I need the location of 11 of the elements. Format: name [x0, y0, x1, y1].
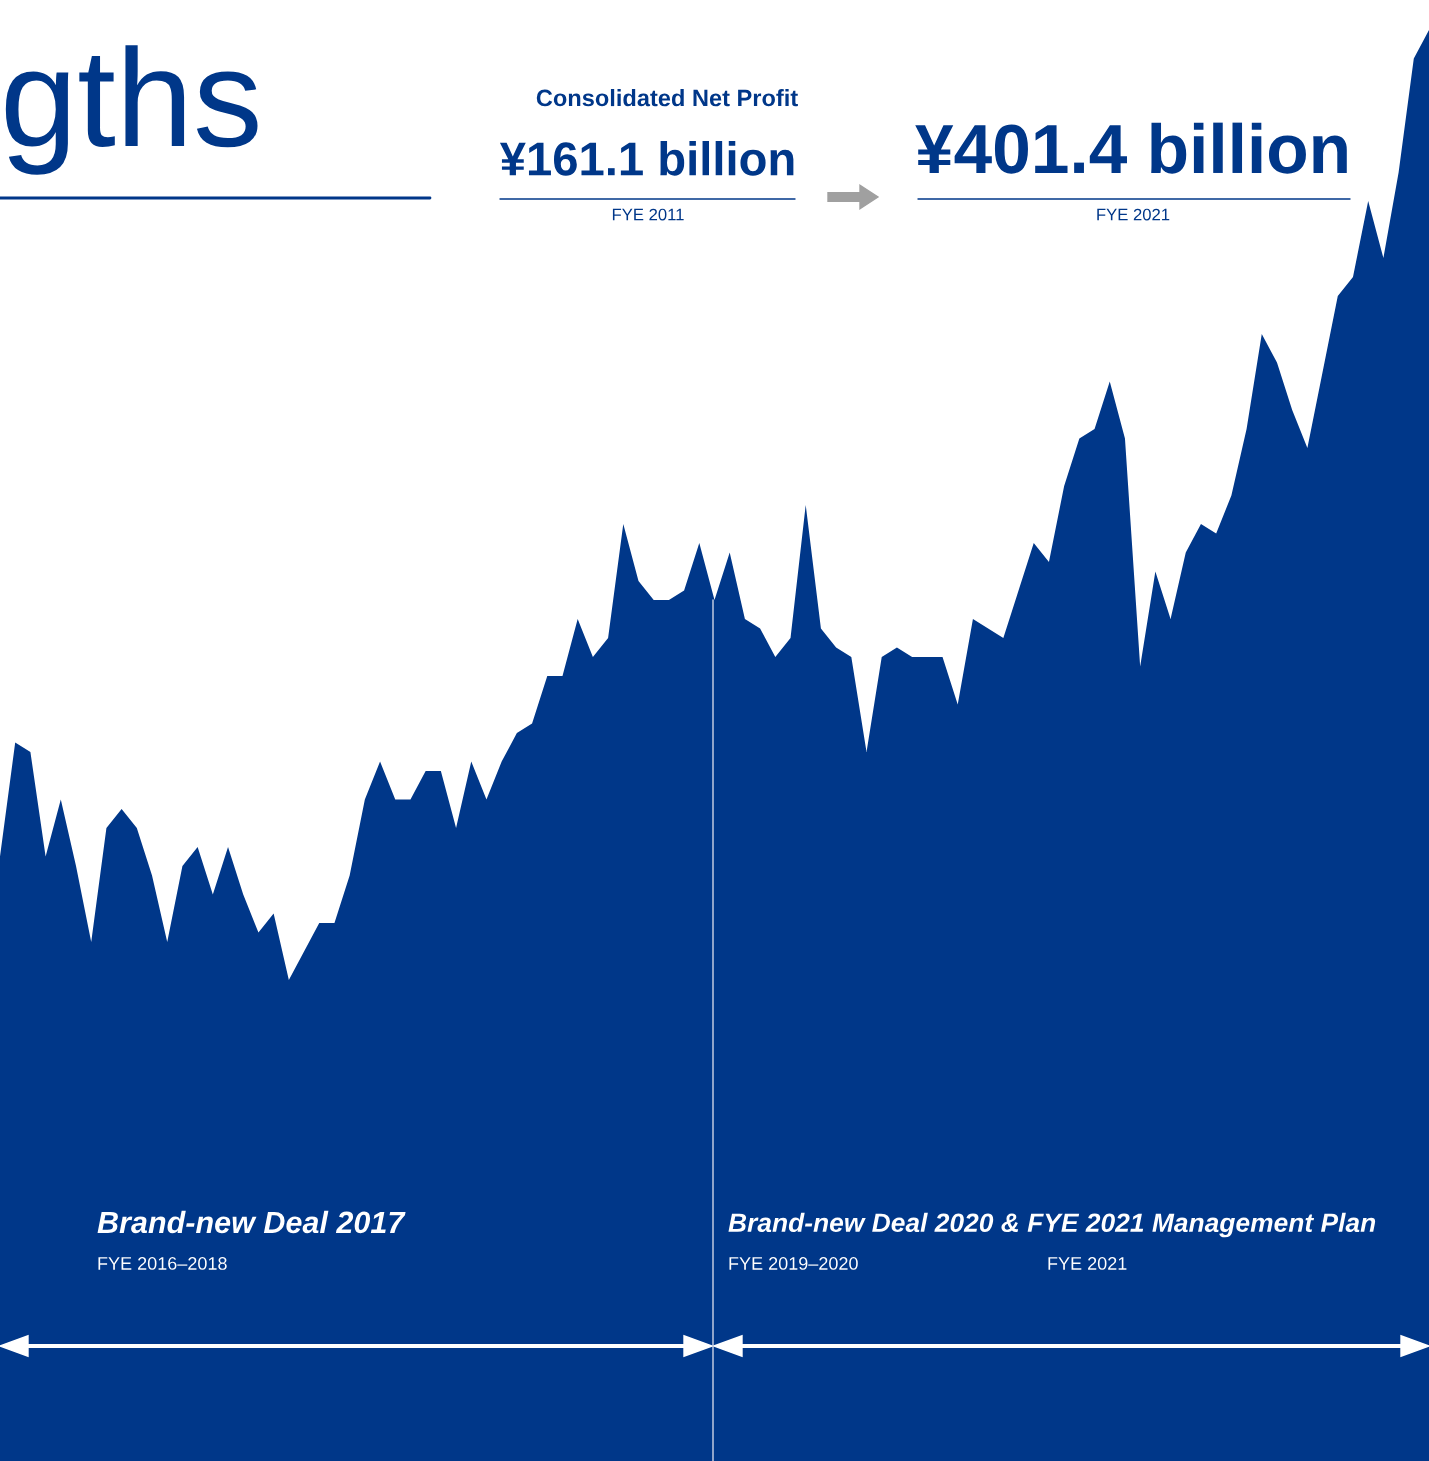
text: FYE 2021: [1048, 1257, 1127, 1270]
annotation: ¥401.4 billion: [915, 122, 1347, 174]
annotation: Consolidated Net Profit: [536, 89, 798, 107]
annotation: FYE 2011: [612, 208, 684, 221]
annotation: FYE 2021: [1097, 208, 1170, 221]
text: Brand-new Deal 2017: [97, 1210, 406, 1234]
annotation: ¥161.1 billion: [499, 140, 794, 176]
text: FYE 2019–2020: [729, 1257, 858, 1270]
text: Brand-new Deal 2020 & FYE 2021 Management Plan: [728, 1212, 1376, 1238]
chart-title: gths: [5, 45, 258, 175]
text: FYE 2016–2018: [98, 1257, 227, 1270]
